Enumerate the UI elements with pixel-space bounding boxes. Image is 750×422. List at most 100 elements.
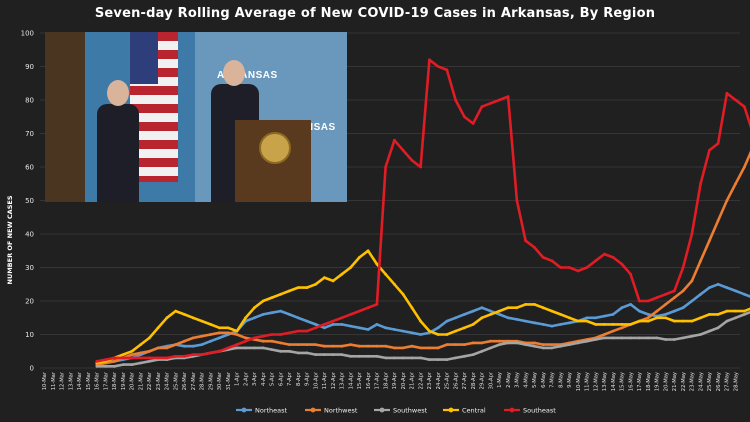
data-point-central [690, 319, 694, 323]
data-point-southeast [489, 101, 492, 105]
data-point-southeast [226, 346, 230, 350]
data-point-central [576, 319, 580, 323]
x-tick-label: 19-Mar [121, 371, 127, 390]
data-point-central [384, 272, 387, 276]
x-tick-label: 22-May [681, 372, 687, 391]
data-point-southwest [340, 353, 344, 356]
data-point-central [489, 313, 492, 316]
data-point-central [533, 303, 536, 306]
data-point-southeast [428, 58, 431, 62]
person-speaker-head [223, 60, 245, 86]
y-tick-label: 70 [25, 130, 34, 138]
data-point-northwest [349, 343, 352, 346]
data-point-southwest [673, 338, 676, 341]
x-tick-label: 26-Mar [182, 371, 188, 390]
data-point-southwest [314, 353, 317, 356]
legend-label: Southwest [393, 406, 428, 414]
data-point-northwest [261, 339, 265, 343]
x-tick-label: 19-May [655, 372, 661, 391]
data-point-southwest [463, 354, 466, 358]
data-point-northwest [191, 336, 195, 340]
x-tick-label: 27-May [725, 372, 731, 391]
x-tick-label: 7-Apr [287, 371, 293, 386]
legend-label: Northwest [324, 406, 358, 414]
data-point-central [655, 316, 659, 320]
x-tick-label: 30-Mar [217, 371, 223, 390]
data-point-northeast [673, 309, 676, 313]
data-point-northeast [296, 316, 300, 320]
x-tick-label: 14-Mar [77, 371, 83, 390]
data-point-central [594, 323, 597, 326]
data-point-central [296, 286, 300, 289]
series-line-northwest [95, 150, 750, 366]
data-point-northeast [498, 313, 501, 316]
x-tick-label: 8-Apr [296, 371, 302, 386]
y-tick-label: 80 [25, 97, 34, 105]
data-point-southeast [323, 323, 326, 326]
data-point-central [314, 282, 317, 286]
data-point-central [261, 299, 265, 303]
data-point-northeast [708, 286, 711, 289]
x-tick-label: 4-Apr [261, 371, 267, 386]
data-point-southwest [638, 336, 641, 340]
data-point-northwest [533, 341, 536, 345]
data-point-southeast [331, 319, 335, 323]
data-point-central [603, 323, 606, 326]
data-point-northwest [314, 343, 317, 346]
data-point-northwest [699, 259, 702, 263]
data-point-northeast [445, 319, 449, 323]
data-point-southwest [743, 313, 746, 316]
legend-marker [241, 407, 247, 413]
data-point-central [358, 256, 361, 259]
data-point-southeast [288, 331, 291, 335]
data-point-northeast [209, 339, 213, 343]
data-point-northwest [139, 351, 143, 355]
data-point-southeast [340, 316, 344, 320]
data-point-southeast [515, 199, 519, 202]
data-point-northeast [366, 328, 370, 331]
data-point-southeast [611, 256, 615, 259]
y-tick-label: 90 [25, 63, 34, 71]
x-tick-label: 26-May [716, 372, 722, 391]
y-axis: 0 10 20 30 40 50 60 70 80 90 100 [21, 30, 34, 373]
x-tick-label: 22-Apr [418, 371, 424, 389]
x-tick-label: 16-May [628, 372, 634, 391]
data-point-northwest [323, 344, 326, 348]
data-point-southeast [550, 259, 554, 263]
data-point-southeast [655, 296, 659, 299]
x-tick-label: 11-Apr [322, 371, 328, 389]
legend-item-southwest: Southwest [374, 406, 428, 414]
data-point-northeast [620, 306, 624, 310]
data-point-northwest [165, 346, 169, 350]
data-point-northeast [515, 318, 519, 321]
data-point-northwest [375, 344, 379, 348]
data-point-southeast [690, 232, 694, 236]
data-point-southeast [524, 239, 527, 243]
data-point-southeast [279, 333, 282, 336]
data-point-southwest [95, 364, 99, 368]
y-tick-label: 30 [25, 264, 34, 272]
data-point-southwest [498, 343, 501, 346]
data-point-southwest [130, 363, 134, 366]
data-point-northwest [331, 344, 335, 348]
data-point-northwest [428, 346, 431, 350]
data-point-central [270, 296, 274, 299]
data-point-southwest [664, 338, 667, 341]
data-point-northeast [716, 282, 720, 286]
data-point-northeast [305, 319, 309, 323]
data-point-southwest [401, 356, 405, 360]
data-point-southwest [725, 319, 729, 323]
data-point-southwest [489, 346, 492, 350]
data-point-northeast [375, 323, 379, 326]
x-tick-label: 2-Apr [243, 371, 249, 386]
data-point-central [401, 292, 405, 296]
data-point-central [174, 309, 178, 313]
data-point-southeast [113, 356, 116, 360]
data-point-southwest [471, 353, 475, 356]
data-point-southwest [331, 353, 335, 356]
data-point-southeast [95, 359, 99, 363]
data-point-central [410, 306, 414, 310]
data-point-southwest [375, 354, 379, 358]
x-tick-label: 28-Apr [471, 371, 477, 389]
x-tick-label: 14-May [611, 372, 617, 391]
